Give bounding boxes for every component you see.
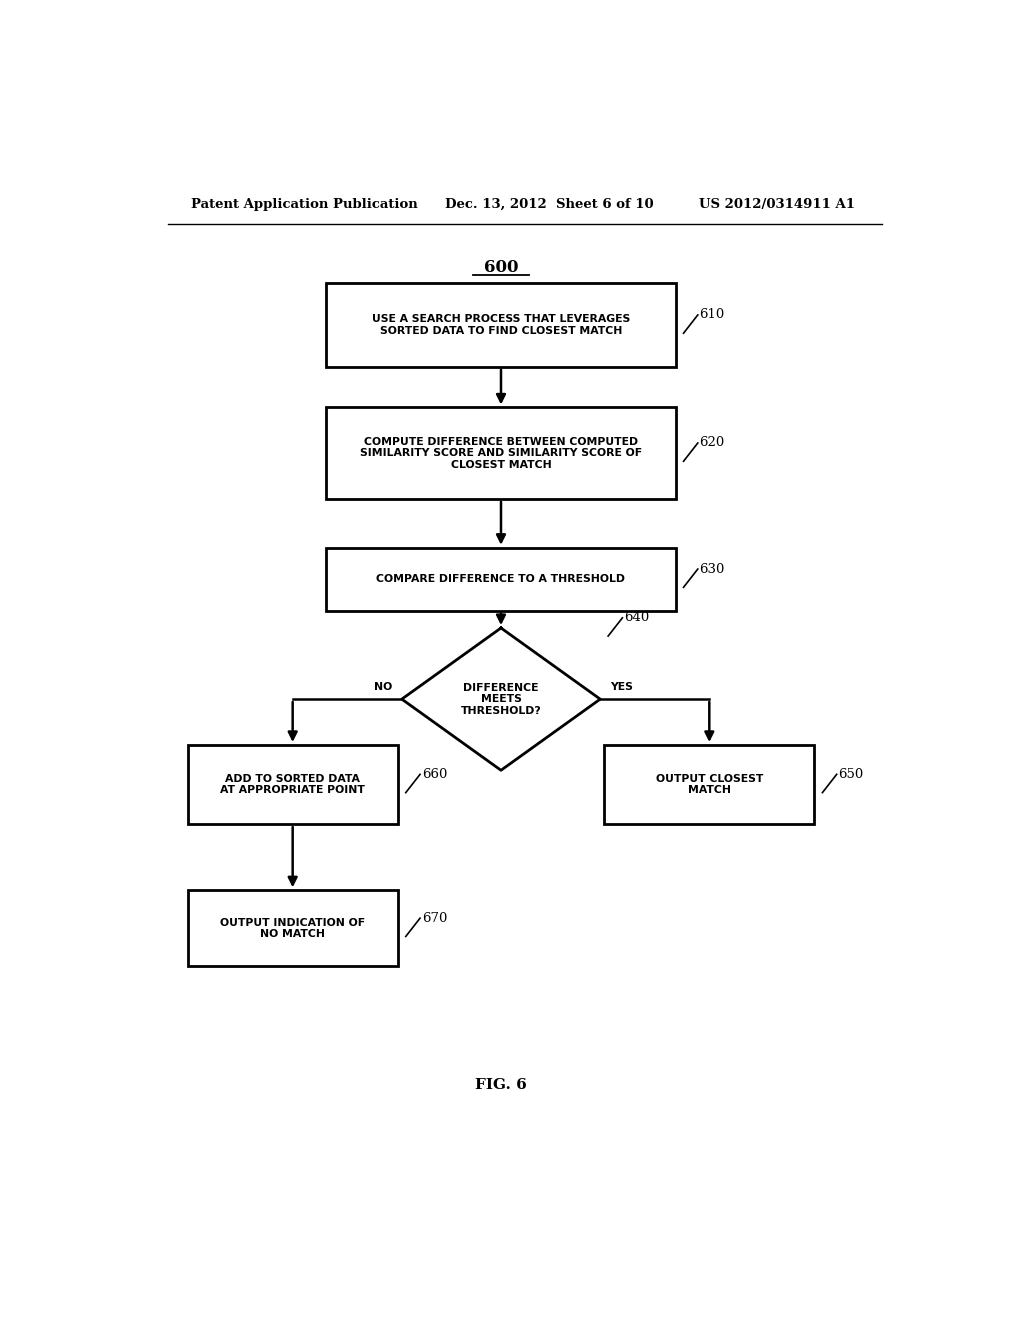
Text: 630: 630 — [699, 562, 725, 576]
Text: OUTPUT INDICATION OF
NO MATCH: OUTPUT INDICATION OF NO MATCH — [220, 917, 366, 939]
Text: OUTPUT CLOSEST
MATCH: OUTPUT CLOSEST MATCH — [655, 774, 763, 796]
Text: Patent Application Publication: Patent Application Publication — [191, 198, 418, 211]
Text: DIFFERENCE
MEETS
THRESHOLD?: DIFFERENCE MEETS THRESHOLD? — [461, 682, 542, 715]
Text: COMPARE DIFFERENCE TO A THRESHOLD: COMPARE DIFFERENCE TO A THRESHOLD — [377, 574, 626, 585]
Text: USE A SEARCH PROCESS THAT LEVERAGES
SORTED DATA TO FIND CLOSEST MATCH: USE A SEARCH PROCESS THAT LEVERAGES SORT… — [372, 314, 630, 335]
Text: 650: 650 — [839, 768, 863, 781]
Text: 670: 670 — [422, 912, 447, 924]
Text: FIG. 6: FIG. 6 — [475, 1078, 527, 1093]
Text: NO: NO — [374, 682, 392, 692]
Bar — [187, 890, 397, 966]
Bar — [187, 744, 397, 824]
Polygon shape — [401, 628, 600, 771]
Text: YES: YES — [609, 682, 633, 692]
Text: 600: 600 — [483, 259, 518, 276]
Text: Dec. 13, 2012  Sheet 6 of 10: Dec. 13, 2012 Sheet 6 of 10 — [445, 198, 654, 211]
Bar — [327, 548, 676, 611]
Text: 610: 610 — [699, 309, 725, 322]
Bar — [327, 284, 676, 367]
Text: 660: 660 — [422, 768, 447, 781]
Text: US 2012/0314911 A1: US 2012/0314911 A1 — [699, 198, 855, 211]
Text: ADD TO SORTED DATA
AT APPROPRIATE POINT: ADD TO SORTED DATA AT APPROPRIATE POINT — [220, 774, 366, 796]
Bar — [327, 408, 676, 499]
Text: 640: 640 — [624, 611, 649, 624]
Text: COMPUTE DIFFERENCE BETWEEN COMPUTED
SIMILARITY SCORE AND SIMILARITY SCORE OF
CLO: COMPUTE DIFFERENCE BETWEEN COMPUTED SIMI… — [359, 437, 642, 470]
Text: 620: 620 — [699, 437, 725, 450]
Bar — [604, 744, 814, 824]
